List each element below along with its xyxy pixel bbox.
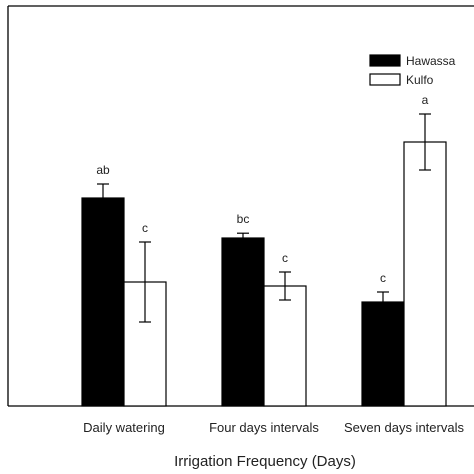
bar-hawassa-2 (361, 301, 405, 407)
x-tick-label-2: Seven days intervals (344, 420, 464, 435)
bar-kulfo-2 (403, 141, 447, 407)
legend-swatch-kulfo (369, 73, 401, 86)
legend-swatch-hawassa (369, 54, 401, 67)
x-tick-label-1: Four days intervals (209, 420, 319, 435)
significance-label-hawassa-1: bc (237, 212, 250, 226)
legend: Hawassa Kulfo (369, 54, 456, 87)
significance-label-hawassa-2: c (380, 271, 386, 285)
significance-label-kulfo-0: c (142, 221, 148, 235)
bars-layer: ab bc c c c a (81, 93, 447, 407)
bar-kulfo-1 (263, 285, 307, 407)
legend-label-kulfo: Kulfo (406, 73, 434, 87)
bar-hawassa-0 (81, 197, 125, 407)
x-tick-label-0: Daily watering (83, 420, 165, 435)
significance-label-kulfo-1: c (282, 251, 288, 265)
bar-hawassa-1 (221, 237, 265, 407)
x-tick-labels: Daily watering Four days intervals Seven d… (83, 420, 464, 435)
significance-label-kulfo-2: a (422, 93, 429, 107)
x-axis-label: Irrigation Frequency (Days) (174, 453, 356, 470)
legend-label-hawassa: Hawassa (406, 54, 456, 68)
significance-label-hawassa-0: ab (96, 163, 110, 177)
